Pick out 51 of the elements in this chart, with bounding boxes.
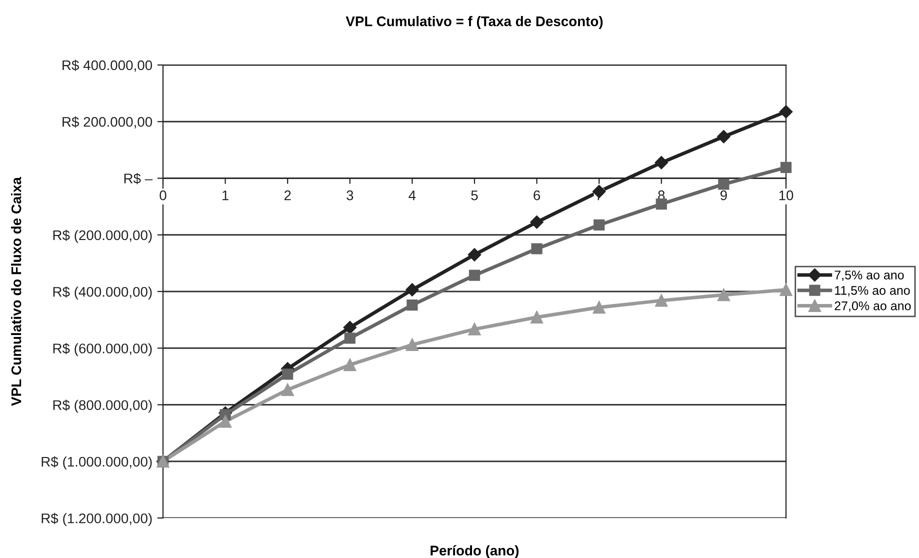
y-tick-label: R$ (400.000,00) [53, 286, 152, 300]
point [282, 368, 294, 380]
point [780, 162, 792, 174]
y-axis-title: VPL Cumulativo do Fluxo de Caixa [11, 176, 22, 406]
point [406, 283, 419, 296]
y-tick-label: R$ – [124, 173, 153, 184]
legend-label: 11,5% ao ano [835, 286, 910, 296]
point [406, 338, 418, 351]
x-tick-label: 2 [284, 190, 291, 200]
x-tick-label: 3 [346, 190, 354, 200]
y-tick-label: R$ (800.000,00) [53, 400, 152, 413]
x-tick-label: 0 [160, 190, 166, 200]
x-axis-title: Período (ano) [430, 545, 519, 558]
point [468, 322, 481, 336]
point [530, 216, 544, 229]
x-tick-label: 1 [222, 190, 228, 200]
point [468, 270, 480, 281]
x-tick-label: 10 [779, 190, 794, 200]
x-tick-label: 9 [720, 190, 727, 200]
point [344, 358, 356, 372]
point [531, 243, 542, 254]
point [717, 288, 730, 302]
legend-label: 7,5% ao ano [834, 270, 904, 281]
y-tick-label: R$ (600.000,00) [53, 342, 152, 356]
point [594, 219, 605, 231]
point [654, 156, 668, 170]
point [281, 383, 294, 396]
point [344, 332, 356, 344]
x-tick-label: 5 [471, 190, 478, 200]
point [780, 284, 792, 296]
point [592, 301, 606, 314]
point [406, 300, 418, 311]
x-tick-label: 6 [534, 190, 540, 200]
point [530, 311, 544, 324]
y-tick-label: R$ (1.200.000,00) [42, 512, 152, 526]
point [592, 184, 606, 198]
legend-label: 27,0% ao ano [834, 301, 911, 312]
chart-title: VPL Cumulativo = f (Taxa de Desconto) [346, 16, 603, 29]
y-tick-label: R$ (1.000.000,00) [42, 456, 152, 470]
x-tick-label: 4 [408, 190, 416, 200]
point [468, 248, 482, 262]
y-tick-label: R$ 400.000,00 [62, 60, 152, 72]
point [219, 415, 232, 428]
point [655, 294, 668, 307]
y-tick-label: R$ 200.000,00 [62, 116, 152, 128]
point [718, 178, 730, 190]
y-tick-label: R$ (200.000,00) [53, 230, 152, 243]
point [656, 198, 667, 210]
point [779, 105, 793, 118]
point [717, 130, 730, 144]
point [343, 320, 356, 334]
